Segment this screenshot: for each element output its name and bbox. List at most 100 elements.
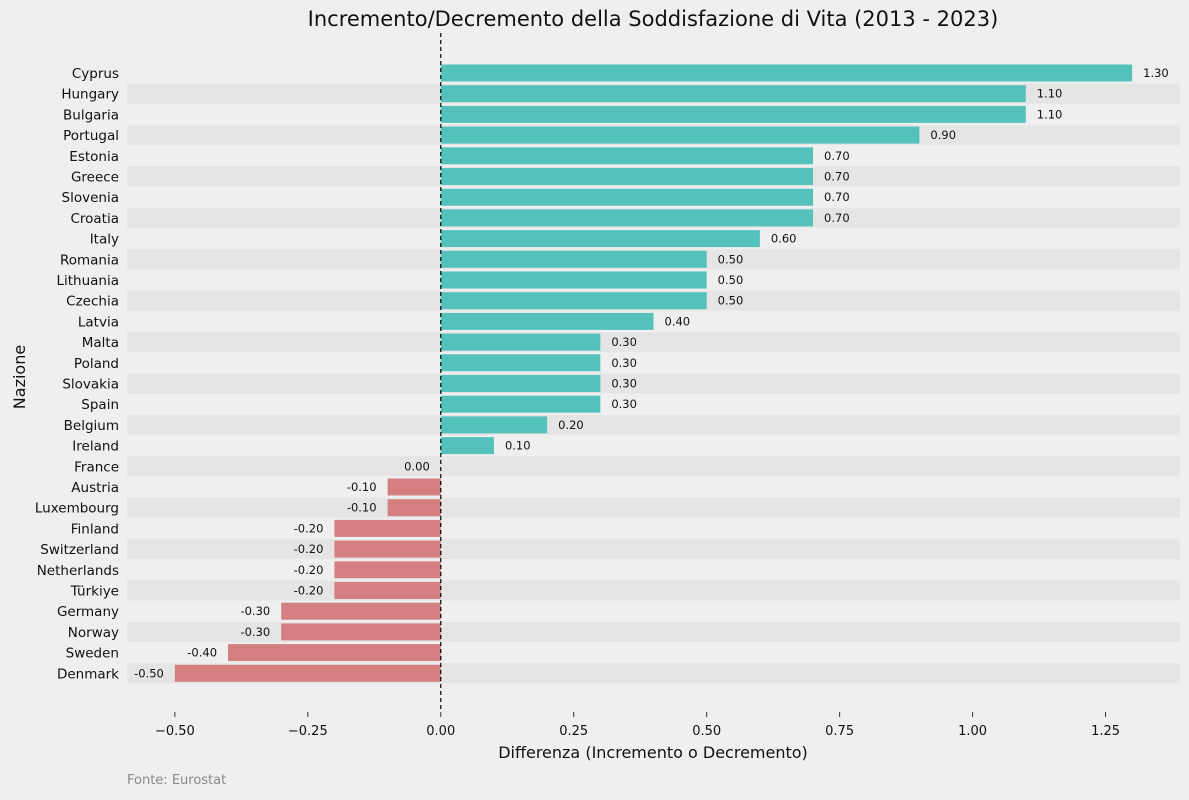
x-tick-label: 0.00: [426, 724, 455, 739]
bar-belgium: [440, 416, 548, 434]
value-label: 0.30: [611, 397, 637, 411]
value-label: 0.70: [824, 211, 850, 225]
value-label: -0.20: [294, 563, 324, 577]
value-label: -0.30: [240, 625, 270, 639]
value-label: 0.50: [718, 294, 744, 308]
y-tick-label: Luxembourg: [35, 501, 119, 517]
value-label: 0.70: [824, 190, 850, 204]
bar-germany: [281, 602, 441, 620]
row-band: [127, 539, 1180, 560]
y-tick-label: Sweden: [66, 646, 119, 662]
bar-switzerland: [334, 540, 441, 558]
row-band: [127, 497, 1180, 518]
bar-latvia: [440, 312, 654, 330]
y-tick-label: Malta: [82, 335, 119, 351]
row-band: [127, 373, 1180, 394]
value-label: -0.20: [294, 584, 324, 598]
value-label: -0.40: [187, 646, 217, 660]
y-axis-tick-labels: Cyprus Hungary Bulgaria Portugal Estonia Gree…: [35, 66, 119, 682]
y-tick-label: Slovakia: [62, 377, 119, 393]
source-note: Fonte: Eurostat: [127, 773, 226, 788]
x-tick-label: 1.00: [958, 724, 987, 739]
y-tick-label: Poland: [74, 356, 119, 372]
bar-czechia: [440, 292, 707, 310]
bar-sweden: [228, 644, 441, 662]
bar-bulgaria: [440, 105, 1026, 123]
value-label: 1.10: [1037, 107, 1063, 121]
x-tick-label: 1.25: [1091, 724, 1120, 739]
bar-poland: [440, 354, 601, 372]
value-label: 1.30: [1143, 66, 1169, 80]
bar-finland: [334, 519, 441, 537]
y-tick-label: Germany: [57, 604, 119, 620]
y-tick-label: Estonia: [69, 149, 119, 165]
value-label: 1.10: [1037, 87, 1063, 101]
bar-t-rkiye: [334, 582, 441, 599]
value-label: 0.60: [771, 232, 797, 246]
value-labels: 1.30 1.10 1.10 0.90 0.70 0.70 0.70 0.70 0.60 0.50…: [134, 66, 1169, 680]
bar-malta: [440, 333, 601, 351]
value-label: -0.20: [294, 542, 324, 556]
x-axis-label: Differenza (Incremento o Decremento): [498, 743, 808, 762]
bar-slovenia: [440, 188, 814, 206]
value-label: -0.10: [347, 480, 377, 494]
x-tick-label: −0.25: [288, 724, 328, 739]
y-tick-label: Hungary: [61, 87, 119, 103]
value-label: 0.70: [824, 149, 850, 163]
bar-portugal: [440, 126, 920, 144]
bar-estonia: [440, 147, 814, 165]
row-band: [127, 456, 1180, 477]
value-label: 0.50: [718, 273, 744, 287]
y-tick-label: Greece: [71, 170, 119, 186]
y-tick-label: Cyprus: [72, 66, 119, 82]
bar-lithuania: [440, 271, 707, 289]
y-tick-label: Spain: [81, 397, 119, 413]
value-label: 0.20: [558, 418, 584, 432]
value-label: 0.40: [665, 314, 691, 328]
x-tick-label: 0.50: [692, 724, 721, 739]
y-tick-label: Belgium: [64, 418, 119, 434]
bar-hungary: [440, 85, 1026, 103]
y-tick-label: Portugal: [63, 128, 119, 144]
y-tick-label: Czechia: [66, 294, 119, 310]
y-tick-label: Croatia: [70, 211, 119, 227]
bar-ireland: [440, 437, 494, 455]
bar-italy: [440, 230, 760, 248]
y-tick-label: Denmark: [57, 666, 119, 682]
x-tick-label: 0.25: [559, 724, 588, 739]
row-band: [127, 332, 1180, 353]
value-label: -0.30: [240, 604, 270, 618]
bar-netherlands: [334, 561, 441, 579]
value-label: 0.00: [404, 459, 430, 473]
y-tick-label: Latvia: [78, 314, 119, 330]
value-label: -0.10: [347, 501, 377, 515]
y-axis-label: Nazione: [10, 345, 29, 409]
y-tick-label: Ireland: [72, 439, 119, 455]
bar-slovakia: [440, 375, 601, 392]
value-label: 0.30: [611, 356, 637, 370]
value-label: 0.30: [611, 377, 637, 391]
bar-spain: [440, 395, 601, 413]
value-label: 0.10: [505, 439, 531, 453]
bar-greece: [440, 168, 814, 185]
y-tick-label: Netherlands: [37, 563, 119, 579]
y-tick-label: Lithuania: [56, 273, 119, 289]
x-axis-ticks: −0.50 −0.25 0.00 0.25 0.50 0.75 1.00 1.25: [155, 712, 1120, 739]
bars: [174, 64, 1133, 682]
bar-denmark: [174, 664, 441, 682]
y-tick-label: Norway: [68, 625, 119, 641]
bar-austria: [387, 478, 441, 496]
value-label: -0.50: [134, 666, 164, 680]
y-tick-label: Italy: [90, 232, 119, 248]
value-label: 0.50: [718, 252, 744, 266]
value-label: 0.90: [930, 128, 956, 142]
bar-norway: [281, 623, 441, 641]
chart-title: Incremento/Decremento della Soddisfazion…: [308, 7, 999, 31]
y-tick-label: Slovenia: [62, 190, 119, 206]
row-band: [127, 414, 1180, 435]
x-tick-label: 0.75: [825, 724, 854, 739]
y-tick-label: Romania: [60, 252, 119, 268]
bar-romania: [440, 250, 707, 268]
